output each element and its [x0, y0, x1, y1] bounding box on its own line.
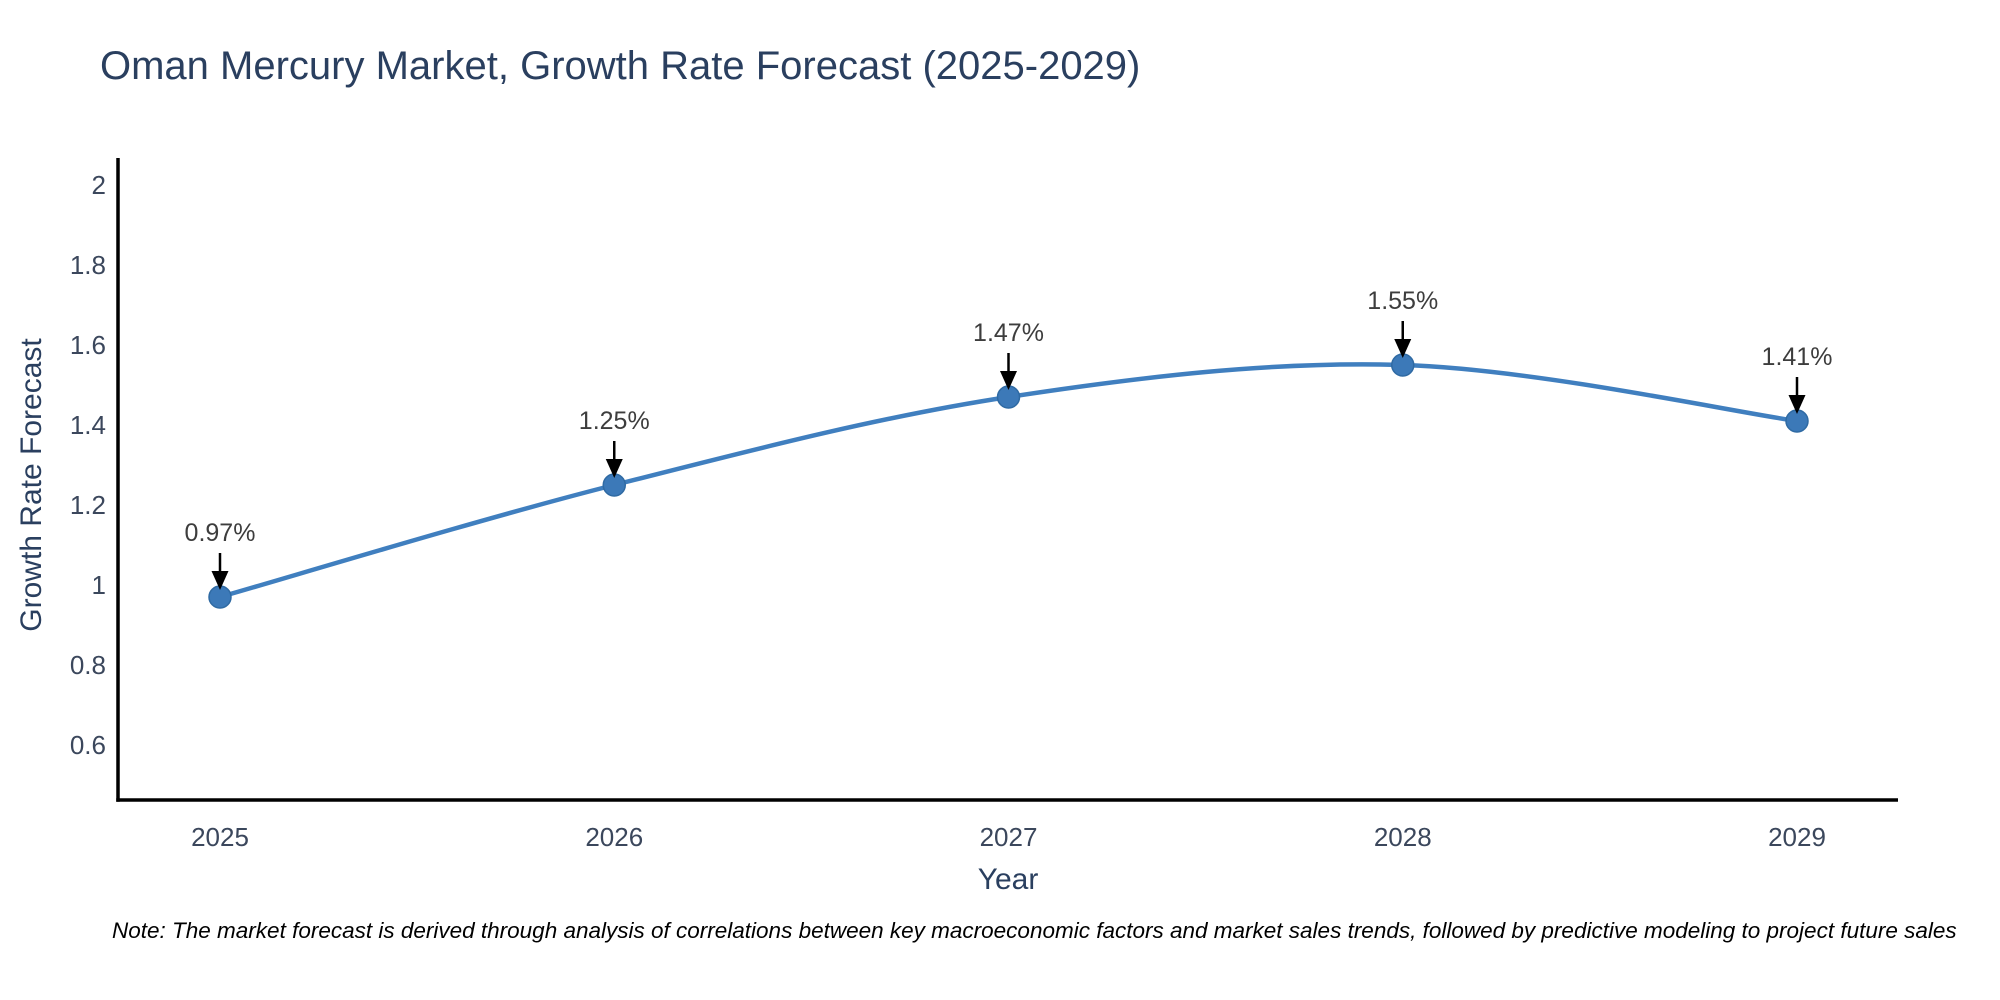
y-tick-label: 1.8: [70, 250, 106, 280]
chart-title: Oman Mercury Market, Growth Rate Forecas…: [100, 44, 1141, 88]
y-tick-label: 1.2: [70, 490, 106, 520]
x-tick-label: 2027: [980, 822, 1038, 852]
data-point-label: 1.47%: [973, 319, 1044, 347]
y-tick-label: 0.6: [70, 730, 106, 760]
y-tick-label: 1.4: [70, 410, 106, 440]
footnote: Note: The market forecast is derived thr…: [112, 918, 1957, 943]
x-tick-label: 2028: [1374, 822, 1432, 852]
x-tick-label: 2026: [585, 822, 643, 852]
annotation-arrow-head: [605, 459, 623, 478]
annotation-arrow-head: [1000, 371, 1017, 390]
y-tick-label: 0.8: [70, 650, 106, 680]
x-tick-label: 2029: [1768, 822, 1826, 852]
data-point-label: 1.41%: [1762, 343, 1833, 371]
data-point-label: 1.25%: [579, 407, 650, 435]
x-tick-label: 2025: [191, 822, 249, 852]
x-axis-title: Year: [977, 863, 1039, 896]
y-tick-label: 2: [92, 170, 106, 200]
data-point-label: 0.97%: [185, 519, 256, 547]
data-point-label: 1.55%: [1367, 287, 1438, 315]
annotation-arrow-head: [1394, 339, 1412, 358]
y-tick-label: 1: [92, 570, 106, 600]
y-tick-label: 1.6: [70, 330, 106, 360]
annotation-arrow-head: [211, 571, 229, 590]
annotation-arrow-head: [1788, 395, 1806, 414]
